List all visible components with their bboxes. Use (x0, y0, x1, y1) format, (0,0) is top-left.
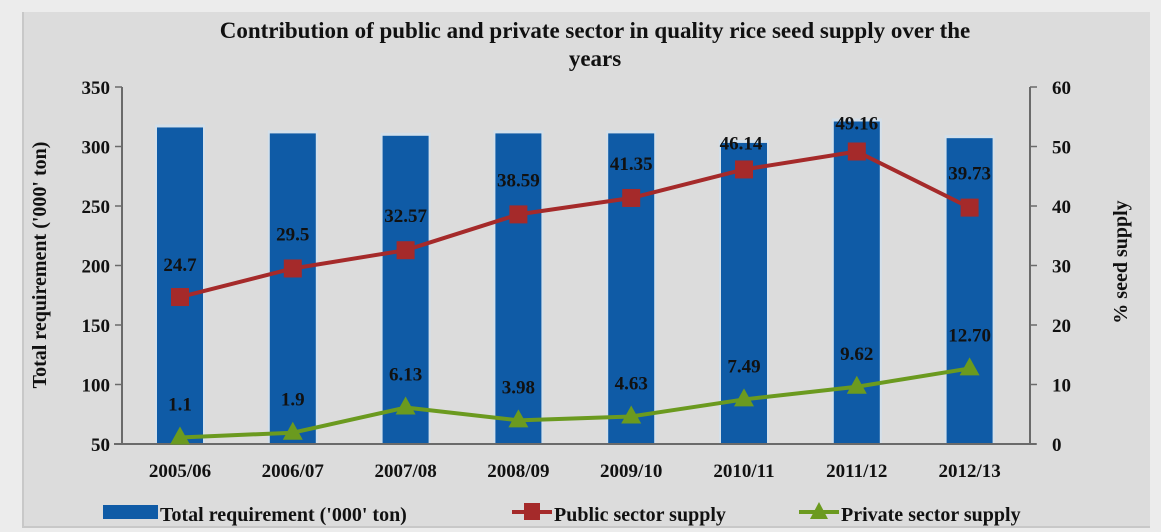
bar-2009-10 (608, 133, 655, 444)
y-right-tick-label: 10 (1052, 376, 1071, 397)
public-sector-data-label: 38.59 (497, 170, 540, 191)
public-sector-point (509, 205, 528, 224)
chart-title-line-1: Contribution of public and private secto… (220, 18, 971, 43)
public-sector-data-label: 32.57 (384, 206, 427, 227)
public-sector-data-label: 24.7 (163, 255, 197, 276)
y-right-tick-label: 60 (1052, 78, 1071, 99)
x-tick-label: 2009/10 (600, 461, 662, 482)
public-sector-point (960, 198, 979, 217)
public-sector-point (171, 288, 189, 307)
legend-label-total-requirement: Total requirement ('000' ton) (160, 504, 407, 526)
private-sector-point (508, 409, 529, 428)
chart-title-line-2: years (569, 46, 621, 71)
bar-2011-12 (833, 121, 880, 444)
y-right-tick-label: 20 (1052, 316, 1071, 337)
legend-swatch-total-requirement (103, 505, 158, 519)
legend-label-public-sector: Public sector supply (554, 504, 726, 526)
x-tick-label: 2010/11 (713, 461, 774, 482)
bar-2008-09 (495, 133, 542, 444)
public-sector-point (847, 142, 866, 161)
public-sector-point (283, 259, 302, 278)
x-tick-label: 2012/13 (938, 461, 1000, 482)
y-left-tick-label: 350 (82, 78, 111, 99)
private-sector-point (846, 375, 867, 394)
y-left-tick-label: 200 (82, 257, 111, 278)
private-sector-point (395, 396, 416, 415)
private-sector-data-label: 3.98 (502, 377, 535, 398)
private-sector-data-label: 9.62 (840, 344, 873, 365)
y-axis-right-label: % seed supply (1110, 200, 1132, 323)
private-sector-data-label: 6.13 (389, 365, 422, 386)
legend-marker-public (524, 503, 540, 520)
y-left-tick-label: 100 (82, 376, 111, 397)
public-sector-data-label: 41.35 (610, 154, 653, 175)
private-sector-point (282, 421, 303, 440)
private-sector-data-label: 1.9 (281, 390, 305, 411)
y-right-tick-label: 40 (1052, 197, 1071, 218)
y-right-tick-label: 50 (1052, 138, 1071, 159)
public-sector-data-label: 29.5 (276, 224, 309, 245)
x-tick-label: 2008/09 (487, 461, 549, 482)
public-sector-data-label: 46.14 (720, 133, 763, 154)
public-sector-point (622, 188, 641, 207)
bar-2005-06 (157, 127, 203, 445)
y-left-tick-label: 50 (91, 435, 110, 456)
y-right-tick-label: 30 (1052, 257, 1071, 278)
private-sector-point (734, 388, 754, 407)
y-right-tick-label: 0 (1052, 435, 1062, 456)
bar-2006-07 (269, 133, 316, 444)
x-tick-label: 2005/06 (149, 461, 211, 482)
private-sector-data-label: 7.49 (727, 356, 760, 377)
private-sector-data-label: 1.1 (168, 394, 192, 415)
bar-2007-08 (382, 135, 429, 445)
private-sector-line (179, 366, 970, 440)
legend-label-private-sector: Private sector supply (841, 504, 1021, 526)
x-tick-label: 2007/08 (374, 461, 436, 482)
private-sector-point (959, 357, 980, 376)
public-sector-data-label: 39.73 (948, 164, 991, 185)
private-sector-data-label: 12.70 (948, 325, 991, 346)
y-left-tick-label: 250 (82, 197, 111, 218)
private-sector-data-label: 4.63 (615, 373, 648, 394)
public-sector-point (735, 160, 753, 179)
x-tick-label: 2011/12 (826, 461, 887, 482)
private-sector-point (621, 405, 642, 424)
public-sector-line (179, 149, 971, 299)
private-sector-point (170, 426, 190, 445)
y-left-tick-label: 300 (82, 138, 111, 159)
y-axis-left-label: Total requirement ('000' ton) (29, 142, 51, 389)
y-left-tick-label: 150 (82, 316, 111, 337)
bar-2012-13 (946, 138, 993, 445)
x-tick-label: 2006/07 (262, 461, 325, 482)
public-sector-point (396, 241, 415, 260)
public-sector-data-label: 49.16 (835, 113, 878, 134)
legend-marker-private (810, 502, 828, 519)
